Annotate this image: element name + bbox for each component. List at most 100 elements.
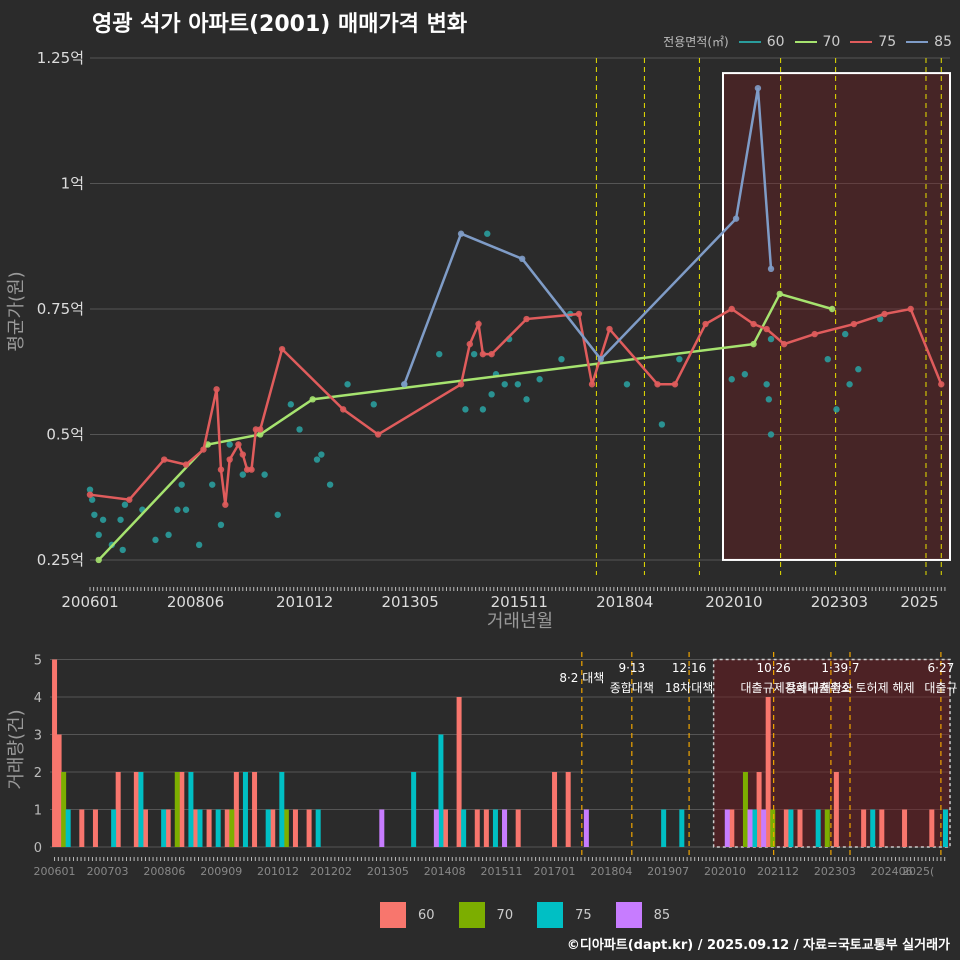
data-point-75	[750, 320, 757, 328]
data-point-60	[484, 230, 491, 237]
data-point-70	[257, 431, 264, 438]
data-point-60	[99, 516, 107, 523]
data-point-60	[121, 501, 129, 508]
bar-75	[752, 809, 758, 847]
legend-title: 전용면적(㎡)	[663, 35, 729, 49]
bar-75	[870, 809, 876, 847]
data-point-60	[833, 406, 840, 413]
data-point-75	[938, 381, 945, 388]
data-point-60	[501, 381, 508, 388]
bar-60	[515, 809, 521, 847]
bar-60	[306, 809, 312, 847]
data-point-60	[152, 536, 159, 544]
bottom-legend: 60 70 75 85	[380, 902, 670, 928]
bar-85	[747, 809, 753, 847]
data-point-60	[117, 516, 124, 523]
data-point-75	[654, 381, 661, 388]
data-point-60	[174, 506, 181, 513]
data-point-75	[811, 330, 818, 338]
x-tick-label: 200909	[200, 865, 242, 878]
bar-75	[161, 809, 167, 847]
x-tick-label: 201511	[491, 593, 548, 611]
annotation-text: 규제완화	[809, 681, 853, 695]
bar-60	[233, 772, 239, 847]
x-tick-label: 201804	[590, 865, 632, 878]
data-point-75	[222, 501, 229, 508]
x-tick-label: 200806	[143, 865, 185, 878]
bar-75	[788, 809, 794, 847]
y-tick-label: 0.25억	[37, 551, 84, 569]
data-point-70	[828, 305, 836, 313]
bar-75	[942, 809, 948, 847]
bar-60	[765, 697, 771, 847]
bar-60	[270, 809, 276, 847]
x-tick-label: 201408	[424, 865, 466, 878]
y-tick-label: 0	[34, 841, 42, 856]
price-chart: 0.25억 0.5억 0.75억 1억 1.25억 200601 200806 201012 2…	[6, 49, 952, 632]
data-point-75	[763, 325, 770, 333]
data-point-60	[842, 330, 849, 338]
data-point-75	[907, 305, 914, 313]
y-axis-label: 평균가(원)	[6, 271, 27, 351]
data-point-85	[754, 84, 762, 92]
bar-60	[252, 772, 258, 847]
bar-60	[206, 809, 212, 847]
x-tick-label: 202112	[757, 865, 799, 878]
data-point-75	[606, 325, 613, 333]
data-point-60	[119, 546, 126, 554]
data-point-85	[732, 215, 740, 222]
bar-85	[761, 809, 767, 847]
data-point-70	[750, 340, 757, 348]
legend-item-85: 85	[906, 34, 952, 50]
data-point-60	[287, 401, 295, 408]
bar-75	[197, 809, 203, 847]
data-point-75	[479, 350, 487, 358]
data-point-75	[523, 315, 530, 323]
data-point-75	[466, 340, 473, 348]
bar-70	[61, 772, 67, 847]
bar-75	[265, 809, 271, 847]
bar-60	[902, 809, 908, 847]
annotation-text: 대출규	[924, 681, 957, 695]
bar-75	[661, 809, 667, 847]
bar-75	[242, 772, 248, 847]
bar-60	[861, 809, 867, 847]
annotation-date: 12·16	[672, 661, 706, 675]
annotation-text: 18차대책	[665, 680, 713, 695]
x-tick-label: 2025(	[902, 865, 934, 878]
annotation-text: 대출규제강화	[741, 681, 807, 695]
data-point-75	[86, 491, 94, 498]
bar-75	[315, 809, 321, 847]
data-point-60	[855, 366, 862, 373]
data-point-60	[178, 481, 185, 488]
data-point-75	[881, 310, 888, 318]
bar-60	[133, 772, 139, 847]
data-point-60	[296, 426, 303, 433]
data-point-60	[344, 381, 351, 388]
y-axis-label: 거래량(건)	[6, 709, 27, 789]
y-tick-label: 0.75억	[37, 300, 84, 318]
data-point-70	[776, 290, 783, 298]
bar-60	[56, 734, 62, 847]
data-point-60	[95, 531, 102, 539]
data-point-60	[767, 431, 775, 438]
data-point-60	[239, 471, 246, 478]
data-point-75	[278, 345, 286, 353]
data-point-75	[339, 406, 347, 413]
annotation-text: 8·2 대책	[559, 670, 604, 685]
bar-60	[929, 809, 935, 847]
data-point-60	[741, 371, 749, 378]
data-point-75	[671, 381, 679, 388]
data-point-60	[326, 481, 334, 488]
y-tick-label: 5	[34, 654, 42, 669]
bar-75	[188, 772, 194, 847]
bar-75	[815, 809, 821, 847]
data-point-75	[457, 381, 465, 388]
data-point-60	[88, 496, 96, 503]
data-point-75	[213, 386, 220, 393]
bar-60	[142, 809, 148, 847]
annotation-date: 10·26	[756, 661, 790, 675]
chart-title: 영광 석가 아파트(2001) 매매가격 변화	[92, 12, 468, 37]
data-point-60	[523, 396, 530, 403]
data-point-75	[850, 320, 858, 328]
